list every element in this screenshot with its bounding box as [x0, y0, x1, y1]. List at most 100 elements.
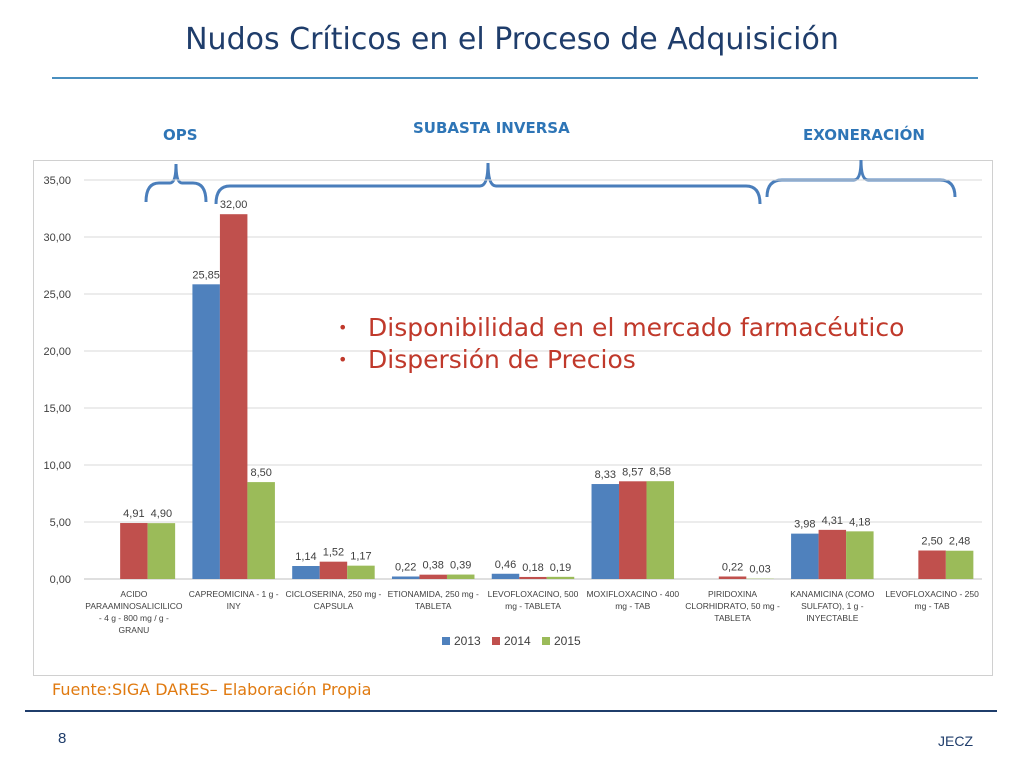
bar-value-label: 0,18	[522, 562, 543, 574]
bar	[918, 550, 946, 579]
bar	[347, 565, 375, 579]
y-tick-label: 5,00	[50, 517, 71, 529]
bullet-text: Dispersión de Precios	[368, 345, 636, 374]
bar-value-label: 0,19	[550, 562, 571, 574]
y-tick-label: 30,00	[43, 232, 71, 244]
x-category-line: MOXIFLOXACINO - 400	[586, 589, 679, 599]
x-category-label: PIRIDOXINA CLORHIDRATO, 50 mg - TABLETA	[685, 589, 780, 623]
bar-value-label: 8,58	[650, 466, 671, 478]
x-category-label: KANAMICINA (COMO SULFATO), 1 g - INYECTABL…	[790, 589, 874, 623]
bar	[147, 523, 176, 579]
bar	[718, 576, 747, 579]
y-tick-label: 20,00	[43, 346, 71, 358]
bar-value-label: 4,18	[849, 516, 870, 528]
group-label-exoneracion: EXONERACIÓN	[803, 126, 925, 144]
bar-value-label: 0,22	[395, 561, 416, 573]
bar	[519, 576, 547, 579]
footer-divider	[25, 710, 997, 712]
bar	[120, 523, 148, 579]
title-divider	[52, 77, 978, 79]
y-tick-label: 15,00	[43, 403, 71, 415]
bar-value-label: 4,90	[151, 508, 172, 520]
y-tick-label: 25,00	[43, 289, 71, 301]
group-label-ops: OPS	[163, 126, 198, 144]
bar	[319, 561, 348, 579]
y-tick-label: 10,00	[43, 460, 71, 472]
x-category-line: INYECTABLE	[806, 613, 859, 623]
bar-value-label: 1,17	[350, 551, 371, 563]
bar-value-label: 0,39	[450, 560, 471, 572]
x-category-label: CICLOSERINA, 250 mg - CAPSULA	[285, 589, 381, 611]
bar	[591, 484, 620, 579]
legend-label: 2014	[504, 634, 531, 648]
x-category-line: CAPREOMICINA - 1 g -	[189, 589, 279, 599]
bar	[546, 576, 575, 579]
x-category-line: CICLOSERINA, 250 mg -	[285, 589, 381, 599]
author-initials: JECZ	[938, 733, 973, 749]
bar	[292, 566, 320, 579]
x-category-label: ETIONAMIDA, 250 mg - TABLETA	[388, 589, 479, 611]
bar	[419, 574, 447, 579]
bullet-text: Disponibilidad en el mercado farmacéutic…	[368, 313, 905, 342]
x-category-line: GRANU	[119, 625, 150, 635]
x-category-label: MOXIFLOXACINO - 400 mg - TAB	[586, 589, 679, 611]
group-label-subasta-inversa: SUBASTA INVERSA	[413, 119, 570, 137]
bar-value-label: 3,98	[794, 519, 815, 531]
y-tick-label: 35,00	[43, 175, 71, 187]
bar	[247, 482, 275, 579]
y-tick-label: 0,00	[50, 574, 71, 586]
bar-value-label: 2,50	[921, 536, 942, 548]
x-category-line: LEVOFLOXACINO - 250	[885, 589, 979, 599]
bar	[846, 531, 874, 579]
x-category-line: PARAAMINOSALICILICO	[85, 601, 183, 611]
bar	[446, 574, 475, 579]
legend-swatch	[542, 637, 550, 645]
bar-value-label: 8,57	[622, 466, 643, 478]
bar-value-label: 0,38	[423, 560, 444, 572]
x-category-line: ETIONAMIDA, 250 mg -	[388, 589, 479, 599]
bullet-dot: •	[338, 350, 348, 369]
bar	[391, 576, 420, 579]
x-category-line: - 4 g - 800 mg / g -	[99, 613, 169, 623]
x-category-line: SULFATO), 1 g -	[801, 601, 864, 611]
bar-value-label: 0,03	[749, 564, 770, 576]
x-category-line: LEVOFLOXACINO, 500	[488, 589, 579, 599]
x-category-line: CAPSULA	[314, 601, 354, 611]
bar	[491, 573, 520, 579]
x-category-label: LEVOFLOXACINO, 500 mg - TABLETA	[488, 589, 579, 611]
bullet-dot: •	[338, 318, 348, 337]
bullet-item: • Dispersión de Precios	[338, 344, 904, 376]
legend-swatch	[492, 637, 500, 645]
x-category-label: CAPREOMICINA - 1 g - INY	[189, 589, 279, 611]
legend-swatch	[442, 637, 450, 645]
page-number: 8	[58, 730, 67, 747]
x-category-line: PIRIDOXINA	[708, 589, 757, 599]
bar	[646, 481, 675, 579]
bar	[619, 481, 647, 579]
x-category-line: mg - TAB	[615, 601, 650, 611]
bar-value-label: 4,31	[822, 515, 843, 527]
bar-value-label: 1,14	[295, 551, 316, 563]
bar-value-label: 1,52	[323, 547, 344, 559]
x-category-line: CLORHIDRATO, 50 mg -	[685, 601, 780, 611]
source-note: Fuente:SIGA DARES– Elaboración Propia	[52, 680, 372, 699]
x-category-line: TABLETA	[714, 613, 751, 623]
bar	[219, 214, 248, 579]
x-category-line: INY	[227, 601, 242, 611]
brace-subasta-inversa	[214, 162, 762, 205]
bullet-list: • Disponibilidad en el mercado farmacéuti…	[338, 312, 904, 376]
bullet-item: • Disponibilidad en el mercado farmacéuti…	[338, 312, 904, 344]
bar	[791, 533, 819, 579]
bar-value-label: 25,85	[192, 269, 220, 281]
bar	[818, 529, 847, 579]
legend-label: 2015	[554, 634, 581, 648]
brace-exoneracion	[765, 159, 957, 198]
bar	[192, 284, 220, 579]
bar-value-label: 4,91	[123, 508, 144, 520]
x-category-line: KANAMICINA (COMO	[790, 589, 874, 599]
bar-value-label: 32,00	[220, 199, 248, 211]
bar-value-label: 0,46	[495, 559, 516, 571]
x-category-label: ACIDO PARAAMINOSALICILICO - 4 g - 800 mg /…	[85, 589, 183, 635]
x-category-line: mg - TAB	[915, 601, 950, 611]
